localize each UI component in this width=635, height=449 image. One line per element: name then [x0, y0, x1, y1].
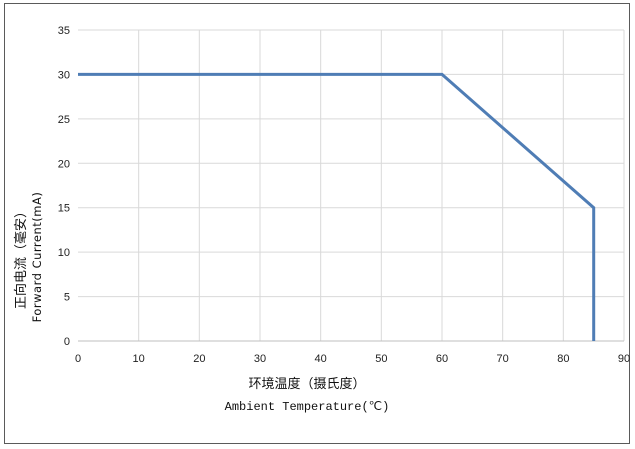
x-tick-labels: 0 10 20 30 40 50 60 70 80 90: [75, 353, 630, 365]
x-tick-label: 10: [133, 353, 145, 365]
y-tick-label: 10: [58, 247, 70, 259]
x-tick-label: 60: [436, 353, 448, 365]
y-axis-label-english: Forward Current(mA): [30, 192, 44, 323]
series-line: [78, 72, 596, 341]
grid: [78, 29, 625, 341]
x-tick-label: 80: [557, 353, 569, 365]
y-tick-label: 5: [64, 292, 70, 304]
series-group: [78, 72, 596, 341]
chart-frame: 0 10 20 30 40 50 60 70 80 90 0 5 10 15 20 25 30 35 环境温度（…: [4, 3, 630, 444]
y-tick-label: 20: [58, 158, 70, 170]
y-axis-label-chinese: 正向电流（毫安）: [13, 205, 29, 309]
y-tick-label: 0: [64, 336, 70, 348]
y-tick-label: 25: [58, 114, 70, 126]
x-tick-label: 30: [254, 353, 266, 365]
y-tick-label: 15: [58, 203, 70, 215]
x-axis-label-english: Ambient Temperature(℃): [225, 400, 390, 414]
x-tick-label: 70: [497, 353, 509, 365]
x-tick-label: 90: [618, 353, 630, 365]
y-tick-labels: 0 5 10 15 20 25 30 35: [58, 25, 70, 348]
x-tick-label: 40: [315, 353, 327, 365]
x-axis-label-chinese: 环境温度（摄氏度）: [248, 376, 365, 392]
y-tick-label: 35: [58, 25, 70, 37]
y-tick-label: 30: [58, 69, 70, 81]
derating-chart: 0 10 20 30 40 50 60 70 80 90 0 5 10 15 20 25 30 35 环境温度（…: [13, 25, 630, 414]
x-tick-label: 20: [193, 353, 205, 365]
x-tick-label: 0: [75, 353, 81, 365]
x-tick-label: 50: [375, 353, 387, 365]
